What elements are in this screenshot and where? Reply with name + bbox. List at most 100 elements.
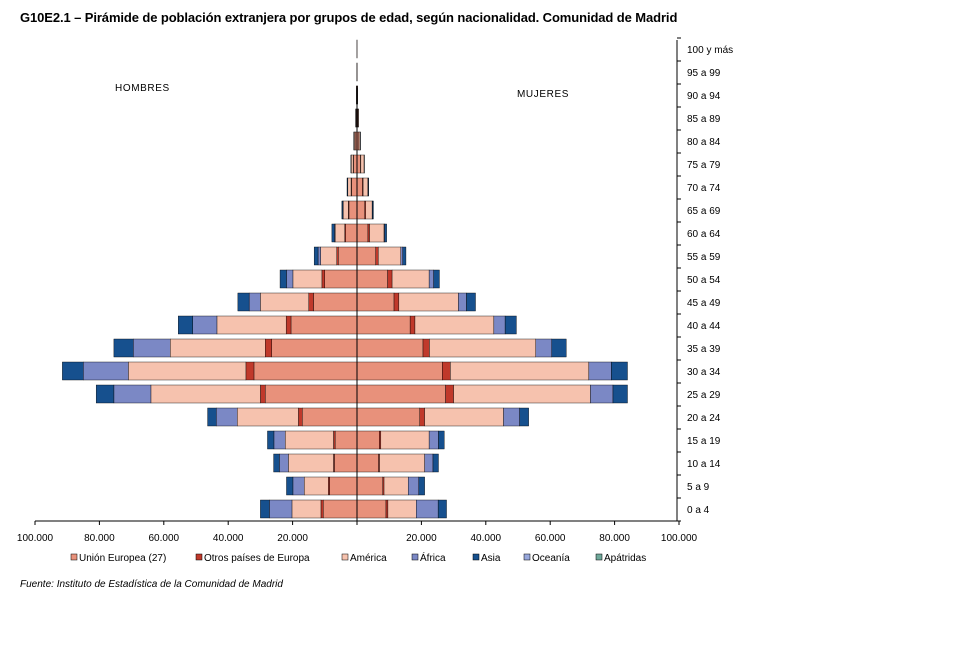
bar-men-0-a-4-s1 xyxy=(320,499,324,519)
x-tick-label: 20.000 xyxy=(277,533,308,544)
bar-women-35-a-39-s2 xyxy=(429,338,536,358)
bar-men-15-a-19-s0 xyxy=(334,430,358,450)
bar-men-10-a-14-s3 xyxy=(279,453,289,473)
x-tick-label: 20.000 xyxy=(406,533,437,544)
bar-women-25-a-29-s2 xyxy=(453,384,591,404)
legend-swatch xyxy=(523,553,531,561)
bar-men-70-a-74-s4 xyxy=(346,177,348,197)
bar-men-65-a-69-s0 xyxy=(348,200,358,220)
age-group-label: 90 a 94 xyxy=(687,91,721,102)
bar-women-10-a-14-s0 xyxy=(356,453,379,473)
bar-men-55-a-59-s1 xyxy=(336,246,339,266)
legend-swatch xyxy=(70,553,78,561)
age-group-label: 100 y más xyxy=(687,45,733,56)
bar-women-70-a-74-s0 xyxy=(356,177,363,197)
bar-women-35-a-39-s3 xyxy=(535,338,553,358)
legend-label: Otros países de Europa xyxy=(204,553,310,564)
bar-men-50-a-54-s4 xyxy=(279,269,287,289)
legend-label: Asia xyxy=(481,553,501,564)
bar-men-40-a-44-s0 xyxy=(290,315,358,335)
bar-women-25-a-29-s0 xyxy=(356,384,446,404)
bar-women-15-a-19-s3 xyxy=(428,430,439,450)
bar-men-10-a-14-s4 xyxy=(273,453,280,473)
bar-women-55-a-59-s1 xyxy=(375,246,379,266)
bar-men-45-a-49-s0 xyxy=(313,292,358,312)
bar-women-45-a-49-s0 xyxy=(356,292,395,312)
bar-men-55-a-59-s4 xyxy=(313,246,319,266)
bar-women-25-a-29-s1 xyxy=(445,384,454,404)
bar-women-15-a-19-s4 xyxy=(438,430,445,450)
bar-men-50-a-54-s1 xyxy=(321,269,326,289)
bar-men-60-a-64-s4 xyxy=(331,223,335,243)
bar-men-70-a-74-s2 xyxy=(347,177,352,197)
bar-women-15-a-19-s0 xyxy=(356,430,380,450)
bar-women-40-a-44-s2 xyxy=(414,315,495,335)
bar-women-0-a-4-s2 xyxy=(387,499,417,519)
age-group-label: 65 a 69 xyxy=(687,206,721,217)
bar-men-0-a-4-s3 xyxy=(269,499,293,519)
bar-women-70-a-74-s4 xyxy=(367,177,369,197)
age-group-label: 60 a 64 xyxy=(687,229,721,240)
bars-group xyxy=(62,39,628,519)
bar-men-20-a-24-s1 xyxy=(298,407,303,427)
x-tick-label: 80.000 xyxy=(84,533,115,544)
chart-title: G10E2.1 – Pirámide de población extranje… xyxy=(20,10,678,25)
bar-women-45-a-49-s2 xyxy=(398,292,459,312)
bar-men-25-a-29-s4 xyxy=(95,384,115,404)
x-tick-label: 80.000 xyxy=(599,533,630,544)
age-group-label: 45 a 49 xyxy=(687,298,721,309)
bar-women-0-a-4-s3 xyxy=(416,499,439,519)
age-group-label: 95 a 99 xyxy=(687,68,721,79)
bar-women-20-a-24-s2 xyxy=(424,407,504,427)
bar-men-65-a-69-s2 xyxy=(342,200,349,220)
x-tick-label: 40.000 xyxy=(213,533,244,544)
bar-women-40-a-44-s0 xyxy=(356,315,411,335)
age-group-label: 80 a 84 xyxy=(687,137,721,148)
bar-women-0-a-4-s0 xyxy=(356,499,387,519)
bar-women-75-a-79-s2 xyxy=(360,154,365,174)
age-group-label: 35 a 39 xyxy=(687,344,721,355)
bar-women-5-a-9-s0 xyxy=(356,476,383,496)
bar-women-10-a-14-s2 xyxy=(379,453,425,473)
bar-men-55-a-59-s2 xyxy=(320,246,337,266)
bar-men-45-a-49-s4 xyxy=(237,292,250,312)
age-group-label: 30 a 34 xyxy=(687,367,721,378)
bar-men-5-a-9-s4 xyxy=(286,476,294,496)
legend-swatch xyxy=(472,553,480,561)
bar-women-5-a-9-s2 xyxy=(383,476,409,496)
bar-women-60-a-64-s4 xyxy=(384,223,387,243)
bar-women-50-a-54-s1 xyxy=(387,269,393,289)
bar-women-50-a-54-s0 xyxy=(356,269,388,289)
bar-men-30-a-34-s3 xyxy=(83,361,129,381)
bar-women-20-a-24-s0 xyxy=(356,407,420,427)
bar-men-55-a-59-s3 xyxy=(317,246,321,266)
bar-women-0-a-4-s1 xyxy=(385,499,389,519)
bar-men-30-a-34-s2 xyxy=(128,361,247,381)
age-group-label: 10 a 14 xyxy=(687,459,721,470)
bar-women-65-a-69-s4 xyxy=(372,200,374,220)
bar-men-0-a-4-s2 xyxy=(291,499,322,519)
legend-swatch xyxy=(411,553,419,561)
bar-women-15-a-19-s1 xyxy=(379,430,382,450)
age-group-label: 70 a 74 xyxy=(687,183,721,194)
bar-women-70-a-74-s2 xyxy=(362,177,369,197)
bar-men-25-a-29-s1 xyxy=(260,384,266,404)
legend-label: América xyxy=(350,553,387,564)
bar-men-45-a-49-s1 xyxy=(308,292,314,312)
bar-women-45-a-49-s3 xyxy=(458,292,467,312)
legend-label: África xyxy=(420,551,446,564)
bar-men-35-a-39-s0 xyxy=(271,338,358,358)
bar-women-30-a-34-s0 xyxy=(356,361,443,381)
age-group-label: 5 a 9 xyxy=(687,482,710,493)
bar-women-60-a-64-s0 xyxy=(356,223,369,243)
bar-women-60-a-64-s1 xyxy=(367,223,370,243)
bar-men-10-a-14-s0 xyxy=(334,453,358,473)
bar-women-55-a-59-s2 xyxy=(378,246,401,266)
bar-men-40-a-44-s2 xyxy=(216,315,287,335)
bar-men-50-a-54-s3 xyxy=(286,269,294,289)
bar-women-40-a-44-s4 xyxy=(504,315,517,335)
bar-men-35-a-39-s4 xyxy=(113,338,134,358)
bar-women-60-a-64-s2 xyxy=(369,223,385,243)
bar-men-20-a-24-s2 xyxy=(237,407,299,427)
bar-men-0-a-4-s0 xyxy=(322,499,358,519)
